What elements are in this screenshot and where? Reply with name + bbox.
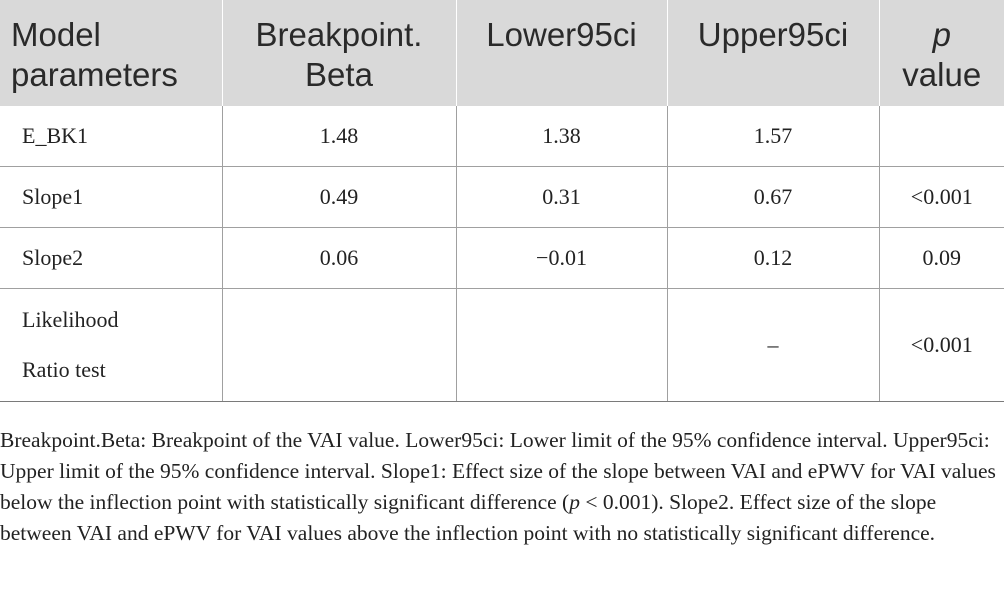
cell-beta bbox=[222, 288, 457, 402]
cell-p-value: 0.09 bbox=[879, 227, 1004, 289]
table-row: E_BK1 1.48 1.38 1.57 bbox=[0, 106, 1004, 167]
table-row: Slope2 0.06 −0.01 0.12 0.09 bbox=[0, 227, 1004, 289]
header-breakpoint-beta: Breakpoint. Beta bbox=[222, 0, 457, 106]
model-parameters-table: Model parameters Breakpoint. Beta Lower9… bbox=[0, 0, 1004, 402]
row-label: Slope1 bbox=[0, 166, 223, 228]
cell-beta: 0.06 bbox=[222, 227, 457, 289]
cell-upper95ci: – bbox=[667, 288, 880, 402]
cell-p-value: <0.001 bbox=[879, 288, 1004, 402]
cell-upper95ci: 0.12 bbox=[667, 227, 880, 289]
row-label: Likelihood Ratio test bbox=[0, 288, 223, 402]
cell-upper95ci: 1.57 bbox=[667, 106, 880, 167]
header-lower95ci: Lower95ci bbox=[456, 0, 668, 106]
cell-lower95ci bbox=[456, 288, 668, 402]
header-p-value: p value bbox=[879, 0, 1004, 106]
cell-lower95ci: −0.01 bbox=[456, 227, 668, 289]
cell-p-value bbox=[879, 106, 1004, 167]
row-label: E_BK1 bbox=[0, 106, 223, 167]
cell-beta: 1.48 bbox=[222, 106, 457, 167]
table-figure: Model parameters Breakpoint. Beta Lower9… bbox=[0, 0, 1004, 545]
cell-upper95ci: 0.67 bbox=[667, 166, 880, 228]
table-footnote: Breakpoint.Beta: Breakpoint of the VAI v… bbox=[0, 428, 996, 545]
header-model-parameters: Model parameters bbox=[0, 0, 223, 106]
header-upper95ci: Upper95ci bbox=[667, 0, 880, 106]
row-label: Slope2 bbox=[0, 227, 223, 289]
cell-p-value: <0.001 bbox=[879, 166, 1004, 228]
table-row: Slope1 0.49 0.31 0.67 <0.001 bbox=[0, 166, 1004, 228]
cell-lower95ci: 1.38 bbox=[456, 106, 668, 167]
table-header-row: Model parameters Breakpoint. Beta Lower9… bbox=[0, 0, 1004, 106]
cell-beta: 0.49 bbox=[222, 166, 457, 228]
table-row: Likelihood Ratio test – <0.001 bbox=[0, 288, 1004, 402]
cell-lower95ci: 0.31 bbox=[456, 166, 668, 228]
